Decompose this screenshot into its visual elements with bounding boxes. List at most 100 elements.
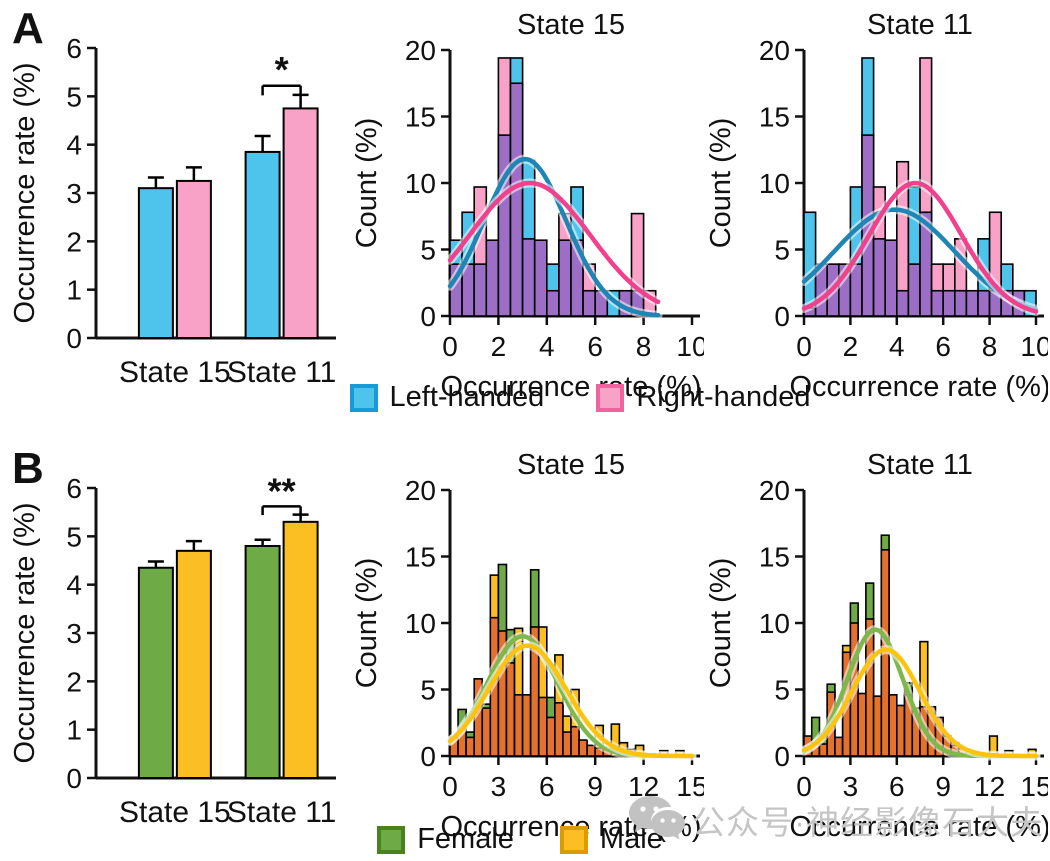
- y-axis-label: Count (%): [351, 558, 383, 689]
- legend-panel-a: Left-handed Right-handed: [330, 381, 830, 414]
- svg-text:1: 1: [66, 275, 82, 306]
- svg-text:6: 6: [539, 771, 555, 802]
- svg-text:10: 10: [405, 168, 436, 199]
- panel-a-histogram-state-15: 0 5 10 15 20 0 2 4 6 8 10 State 15 Occurrence rate (…: [351, 9, 704, 403]
- svg-text:1: 1: [66, 715, 82, 746]
- chart-title: State 11: [867, 9, 973, 41]
- svg-text:3: 3: [66, 618, 82, 649]
- svg-text:10: 10: [405, 608, 436, 639]
- fit-curves: [445, 631, 697, 761]
- error-bar: [254, 538, 271, 546]
- svg-text:15: 15: [759, 542, 790, 573]
- x-axis-label: Occurrence rate (%): [789, 811, 1048, 843]
- legend-item-left-handed: Left-handed: [349, 381, 545, 414]
- svg-text:5: 5: [774, 675, 790, 706]
- watermark-text: 公众号·神经影像石大夫: [692, 804, 1044, 841]
- svg-text:3: 3: [491, 771, 507, 802]
- svg-text:4: 4: [66, 570, 82, 601]
- svg-text:0: 0: [796, 331, 812, 362]
- svg-text:0: 0: [66, 763, 82, 794]
- error-bar: [254, 134, 271, 152]
- legend-panel-b: Female Male: [330, 823, 710, 856]
- panel-b-label: B: [12, 444, 44, 493]
- svg-text:5: 5: [420, 235, 436, 266]
- error-bar: [185, 166, 202, 181]
- svg-text:8: 8: [982, 331, 998, 362]
- fit-curve-Right-handed: [447, 180, 661, 305]
- fit-curve-Male: [447, 643, 695, 759]
- error-bar: [147, 176, 164, 189]
- left-handed-label: Left-handed: [389, 381, 545, 413]
- svg-text:*: *: [275, 49, 289, 90]
- svg-text:0: 0: [774, 301, 790, 332]
- error-bar: [147, 560, 164, 568]
- female-swatch: [377, 825, 406, 854]
- significance-marker: *: [261, 49, 302, 96]
- legend-item-male: Male: [559, 823, 663, 856]
- bar-Left-handed: [137, 187, 174, 339]
- svg-text:10: 10: [1020, 331, 1048, 362]
- bar-Right-handed: [175, 179, 212, 339]
- fit-curves: [799, 178, 1041, 316]
- legend-item-right-handed: Right-handed: [596, 381, 810, 414]
- svg-text:6: 6: [66, 473, 82, 504]
- bar-Right-handed: [282, 107, 319, 339]
- category-label: State 15: [119, 356, 231, 389]
- error-bar: [292, 513, 309, 522]
- y-axis-label: Count (%): [705, 558, 737, 689]
- y-axis-label: Count (%): [351, 118, 383, 249]
- svg-text:4: 4: [889, 331, 905, 362]
- panel-b-bar-chart: 0 1 2 3 4 5 6 Occurrence rate (%) State 15State …: [9, 470, 336, 829]
- svg-text:4: 4: [66, 130, 82, 161]
- axes: 0 5 10 15 20 0 2 4 6 8 10 State 15 Occurrence rate (…: [351, 9, 704, 403]
- svg-text:15: 15: [1020, 771, 1048, 802]
- bar-Male: [282, 520, 319, 779]
- category-label: State 15: [119, 796, 231, 829]
- svg-text:0: 0: [442, 331, 458, 362]
- svg-text:5: 5: [66, 81, 82, 112]
- svg-text:6: 6: [587, 331, 603, 362]
- svg-text:15: 15: [759, 102, 790, 133]
- svg-text:10: 10: [759, 168, 790, 199]
- svg-text:20: 20: [759, 35, 790, 66]
- svg-text:10: 10: [759, 608, 790, 639]
- svg-text:2: 2: [843, 331, 859, 362]
- chart-title: State 15: [517, 449, 625, 481]
- fit-curves: [445, 154, 663, 320]
- svg-text:15: 15: [676, 771, 704, 802]
- svg-text:6: 6: [935, 331, 951, 362]
- histogram-bars: [449, 563, 685, 757]
- chart-title: State 15: [517, 9, 625, 41]
- panel-a-bar-chart: 0 1 2 3 4 5 6 Occurrence rate (%) State 15State …: [9, 33, 337, 389]
- x-axis-label: Occurrence rate (%): [440, 371, 701, 403]
- svg-text:0: 0: [66, 323, 82, 354]
- svg-text:12: 12: [974, 771, 1005, 802]
- fit-curves: [799, 625, 1041, 761]
- watermark: 公众号·神经影像石大夫: [626, 792, 1044, 848]
- svg-text:6: 6: [889, 771, 905, 802]
- bar-Male: [175, 549, 212, 780]
- svg-text:0: 0: [442, 771, 458, 802]
- svg-text:4: 4: [539, 331, 555, 362]
- svg-text:0: 0: [420, 301, 436, 332]
- left-handed-swatch: [349, 383, 378, 412]
- svg-text:8: 8: [636, 331, 652, 362]
- bars: [137, 93, 319, 339]
- svg-text:2: 2: [66, 226, 82, 257]
- svg-text:2: 2: [491, 331, 507, 362]
- svg-text:20: 20: [405, 35, 436, 66]
- x-axis-label: Occurrence rate (%): [789, 371, 1048, 403]
- svg-text:3: 3: [843, 771, 859, 802]
- svg-text:5: 5: [420, 675, 436, 706]
- svg-text:9: 9: [935, 771, 951, 802]
- svg-text:0: 0: [420, 741, 436, 772]
- category-label: State 11: [227, 356, 337, 389]
- svg-text:10: 10: [676, 331, 704, 362]
- y-axis-label: Occurrence rate (%): [9, 502, 41, 763]
- svg-text:20: 20: [759, 475, 790, 506]
